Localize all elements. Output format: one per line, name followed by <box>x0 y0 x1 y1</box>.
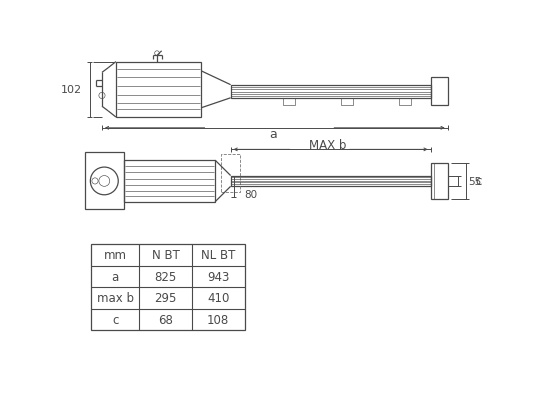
Text: 55: 55 <box>468 177 481 186</box>
Text: a: a <box>111 270 119 283</box>
Bar <box>91 245 244 330</box>
Text: 943: 943 <box>207 270 229 283</box>
Text: a: a <box>269 128 277 141</box>
Text: 68: 68 <box>158 313 173 326</box>
Text: 108: 108 <box>207 313 229 326</box>
Text: max b: max b <box>97 292 134 305</box>
Text: 102: 102 <box>61 85 82 95</box>
Text: 80: 80 <box>244 190 258 200</box>
Text: NL BT: NL BT <box>201 249 236 262</box>
Text: c: c <box>112 313 118 326</box>
Text: mm: mm <box>104 249 127 262</box>
Text: c: c <box>476 175 482 188</box>
Bar <box>231 176 431 187</box>
Bar <box>431 164 447 199</box>
Text: 410: 410 <box>207 292 229 305</box>
Text: MAX b: MAX b <box>309 139 346 152</box>
Text: N BT: N BT <box>151 249 180 262</box>
Bar <box>431 78 447 106</box>
Bar <box>124 161 215 202</box>
Text: 295: 295 <box>154 292 176 305</box>
Bar <box>399 98 411 105</box>
Bar <box>340 98 353 105</box>
Bar <box>116 62 201 118</box>
Text: 825: 825 <box>154 270 176 283</box>
Bar <box>85 153 124 210</box>
Bar <box>222 155 240 193</box>
Bar <box>231 85 431 98</box>
Bar <box>282 98 295 105</box>
